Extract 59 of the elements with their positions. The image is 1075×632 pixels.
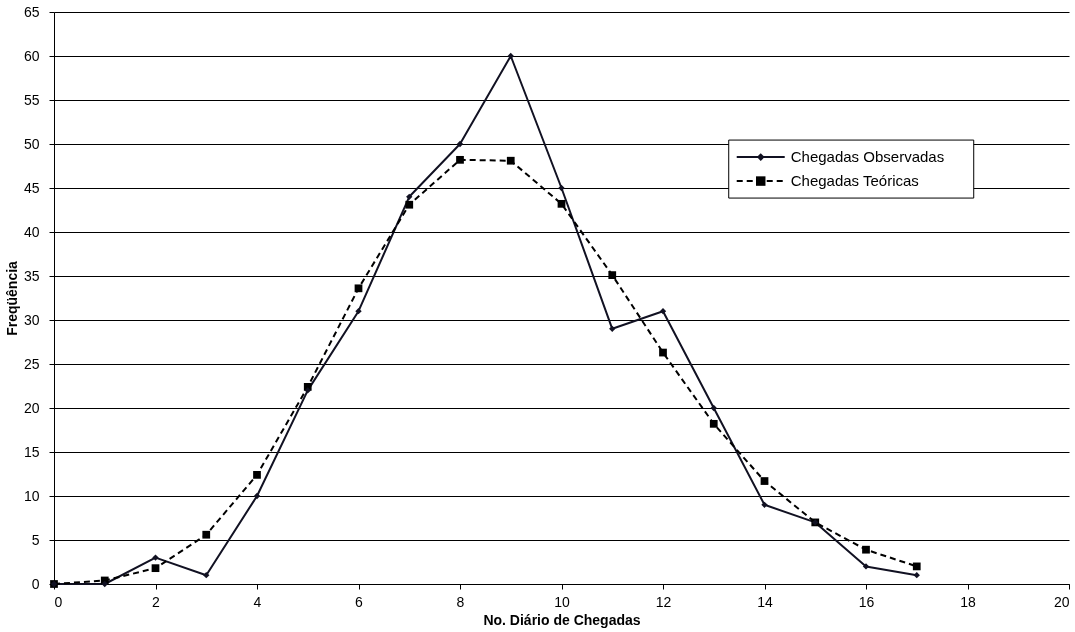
x-tick-label: 8 [456, 593, 465, 610]
point [709, 419, 718, 428]
y-tick-label: 55 [23, 91, 40, 108]
point [456, 140, 464, 148]
point [659, 308, 667, 315]
point [761, 501, 768, 508]
y-tick-label: 60 [23, 47, 40, 64]
y-tick-label: 10 [23, 487, 40, 504]
point [912, 562, 921, 571]
point [659, 348, 667, 357]
point [608, 271, 617, 279]
point [405, 200, 414, 209]
y-tick-label: 0 [31, 575, 40, 592]
legend-label: Chegadas Teóricas [790, 172, 919, 190]
point [152, 554, 159, 561]
x-tick-label: 12 [655, 593, 672, 610]
point [557, 199, 566, 208]
point [710, 404, 717, 412]
point [862, 563, 870, 570]
x-tick-label: 10 [554, 593, 570, 610]
y-tick-label: 15 [23, 443, 40, 460]
x-tick-label: 14 [757, 593, 773, 610]
y-tick-label: 65 [23, 3, 40, 20]
point [406, 193, 413, 200]
x-tick-label: 18 [960, 593, 976, 610]
point [456, 155, 464, 164]
y-tick-label: 30 [23, 311, 40, 328]
y-tick-label: 5 [31, 531, 40, 548]
point [507, 52, 514, 60]
x-tick-label: 2 [152, 593, 161, 610]
y-tick-label: 35 [23, 267, 40, 284]
y-tick-label: 40 [23, 223, 40, 240]
point [203, 572, 210, 579]
point [253, 492, 261, 500]
x-tick-label: 6 [355, 593, 364, 610]
y-axis-title: Freqüência [3, 260, 20, 336]
x-tick-label: 20 [1053, 593, 1070, 610]
point [355, 308, 362, 315]
point [760, 477, 769, 485]
point [101, 580, 108, 588]
y-tick-label: 20 [23, 399, 40, 416]
point [304, 387, 311, 394]
point [558, 184, 565, 192]
y-tick-label: 25 [23, 355, 40, 372]
point [609, 325, 616, 332]
point [913, 572, 920, 579]
x-tick-label: 0 [54, 593, 63, 610]
point [354, 284, 363, 293]
point [151, 564, 160, 573]
point [253, 471, 261, 479]
point [202, 530, 211, 539]
point [862, 545, 870, 554]
y-tick-label: 45 [23, 179, 40, 196]
x-tick-label: 4 [253, 593, 262, 610]
legend-label: Chegadas Observadas [790, 148, 945, 166]
x-tick-label: 16 [858, 593, 875, 610]
x-axis-title: No. Diário de Chegadas [483, 611, 641, 628]
y-tick-label: 50 [23, 135, 40, 152]
point [506, 156, 515, 165]
